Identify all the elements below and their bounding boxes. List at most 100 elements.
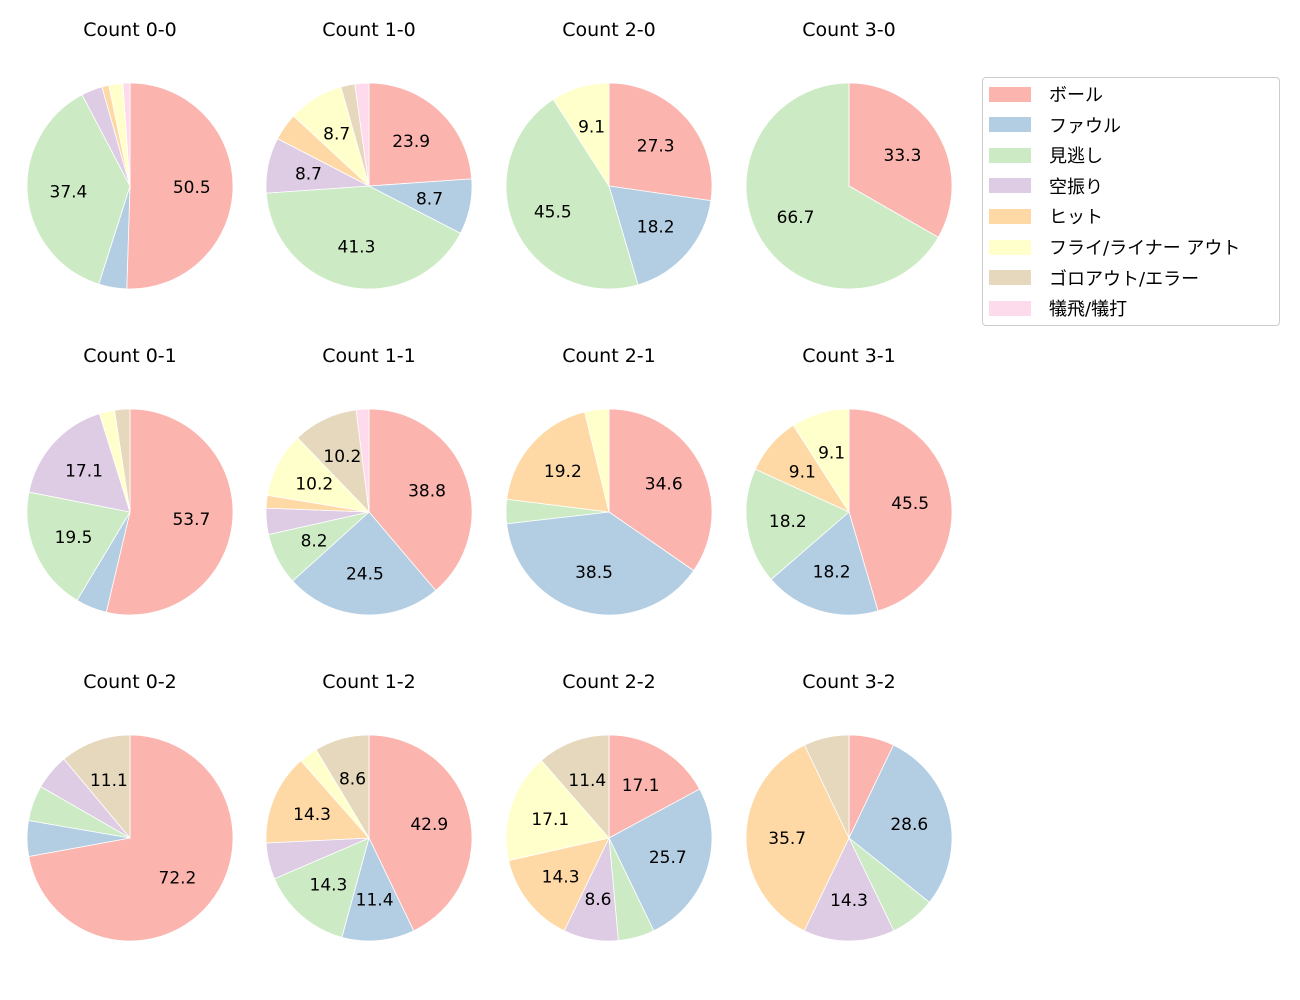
pie-title: Count 0-1 (83, 345, 177, 367)
slice-label: 18.2 (637, 217, 675, 237)
pie-slice (848, 408, 953, 612)
pie-slice (265, 185, 462, 290)
slice-label: 45.5 (534, 203, 572, 223)
pie-slice (63, 734, 131, 840)
slice-label: 14.3 (542, 867, 580, 887)
pie-chart: Count 0-2 72.2 11.1 (26, 671, 234, 942)
slice-label: 34.6 (645, 474, 683, 494)
pie-chart: Count 3-2 28.6 14.3 35.7 (745, 671, 953, 942)
legend-item: ファウル (989, 115, 1121, 137)
legend-swatch (989, 239, 1031, 255)
legend-label: ファウル (1049, 115, 1121, 137)
legend-label: ヒット (1049, 207, 1103, 229)
pie-slice (506, 411, 610, 513)
pie-slice (354, 82, 370, 187)
pie-slice (540, 734, 610, 840)
pie-title: Count 3-1 (802, 345, 896, 367)
legend-label: ボール (1049, 85, 1103, 106)
pie-chart: Count 0-1 53.7 19.5 17.1 (26, 345, 234, 616)
legend-label: 空振り (1049, 176, 1103, 198)
legend-swatch (989, 300, 1031, 316)
slice-label: 38.5 (575, 563, 613, 583)
pie-slice (608, 82, 713, 202)
pie-slice (105, 408, 234, 616)
pie-slice (292, 511, 437, 616)
legend-swatch (989, 270, 1031, 286)
slice-label: 8.6 (339, 769, 366, 789)
slice-label: 18.2 (813, 562, 851, 582)
pie-slice (28, 413, 131, 513)
slice-label: 9.1 (578, 118, 605, 138)
legend-swatch (989, 117, 1031, 133)
slice-label: 25.7 (649, 848, 687, 868)
pie-slice (745, 744, 850, 932)
slice-label: 8.6 (584, 890, 611, 910)
pie-title: Count 0-2 (83, 671, 177, 693)
slice-label: 45.5 (891, 494, 929, 514)
slice-label: 17.1 (622, 776, 660, 796)
pie-slice (608, 788, 713, 932)
pie-slice (265, 760, 370, 844)
legend-item: ゴロアウト/エラー (989, 268, 1200, 290)
slice-label: 10.2 (323, 447, 361, 467)
slice-label: 14.3 (293, 805, 331, 825)
pie-slice (803, 734, 850, 839)
pie-title: Count 3-2 (802, 671, 896, 693)
slice-label: 27.3 (637, 137, 675, 157)
pie-title: Count 2-1 (562, 345, 656, 367)
slice-label: 11.1 (90, 771, 128, 791)
legend-item: フライ/ライナー アウト (989, 237, 1241, 259)
slice-label: 37.4 (50, 182, 88, 202)
pie-title: Count 0-0 (83, 19, 177, 41)
legend-label: 犠飛/犠打 (1049, 299, 1128, 321)
pie-slice (341, 836, 415, 942)
pie-chart: Count 1-023.98.741.38.78.7 (265, 19, 473, 290)
pie-slice (745, 468, 850, 581)
pie-chart: Count 0-0 50.5 37.4 (26, 19, 234, 290)
slice-label: 19.5 (55, 528, 93, 548)
pie-chart: Count 3-0 33.3 66.7 (745, 19, 953, 290)
slice-label: 9.1 (789, 463, 816, 483)
pie-slice (552, 82, 610, 188)
slice-label: 72.2 (159, 869, 197, 889)
slice-label: 35.7 (768, 829, 806, 849)
legend-swatch (989, 86, 1031, 102)
slice-label: 53.7 (172, 510, 210, 530)
legend-label: 見逃し (1049, 146, 1103, 168)
slice-label: 19.2 (544, 462, 582, 482)
pie-slice (505, 98, 639, 290)
pie-slice (355, 408, 370, 513)
pie-chart: Count 1-2 42.9 11.4 14.3 14.3 8.6 (265, 671, 473, 942)
pie-slice (506, 511, 695, 616)
slice-label: 11.4 (568, 771, 606, 791)
pie-chart: Count 2-2 17.1 25.7 8.614.3 17.1 11.4 (505, 671, 713, 942)
legend-label: フライ/ライナー アウト (1049, 238, 1241, 259)
pie-slice (745, 82, 939, 290)
legend-item: ヒット (989, 206, 1103, 229)
legend-item: 空振り (989, 176, 1103, 198)
pie-slice (368, 82, 473, 187)
slice-label: 11.4 (356, 891, 394, 911)
pie-title: Count 1-1 (322, 345, 416, 367)
pie-slice (508, 837, 610, 932)
legend-item: ボール (989, 84, 1103, 106)
slice-label: 8.2 (301, 531, 328, 551)
slice-label: 10.2 (295, 474, 333, 494)
pie-title: Count 2-2 (562, 671, 656, 693)
pie-slice (122, 82, 131, 187)
pie-slice (26, 94, 131, 285)
pie-chart: Count 2-1 34.6 38.5 19.2 (505, 345, 713, 616)
legend-swatch (989, 178, 1031, 194)
slice-label: 8.7 (416, 190, 443, 210)
pie-slice (273, 837, 370, 938)
pie-slice (792, 408, 850, 514)
slice-label: 38.8 (408, 482, 446, 502)
pie-slice (608, 408, 713, 572)
pie-slice (26, 491, 131, 601)
slice-label: 41.3 (338, 238, 376, 258)
legend-label: ゴロアウト/エラー (1049, 268, 1200, 290)
slice-label: 18.2 (769, 512, 807, 532)
pie-slice (368, 734, 473, 932)
slice-label: 8.7 (323, 124, 350, 144)
pie-slice (368, 408, 473, 592)
